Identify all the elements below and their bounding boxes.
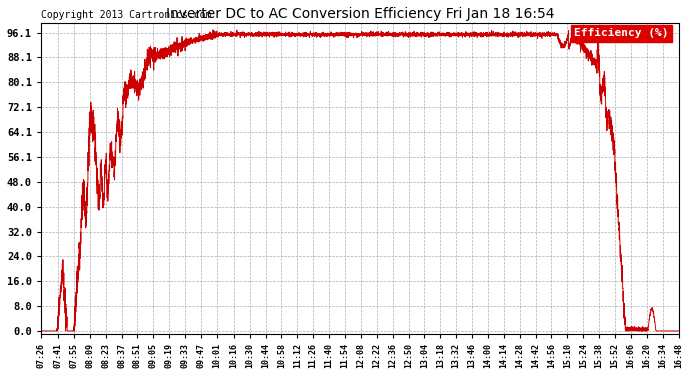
Title: Inverter DC to AC Conversion Efficiency Fri Jan 18 16:54: Inverter DC to AC Conversion Efficiency … <box>166 7 554 21</box>
Text: Copyright 2013 Cartronics.com: Copyright 2013 Cartronics.com <box>41 10 211 20</box>
Text: Efficiency (%): Efficiency (%) <box>575 28 669 38</box>
